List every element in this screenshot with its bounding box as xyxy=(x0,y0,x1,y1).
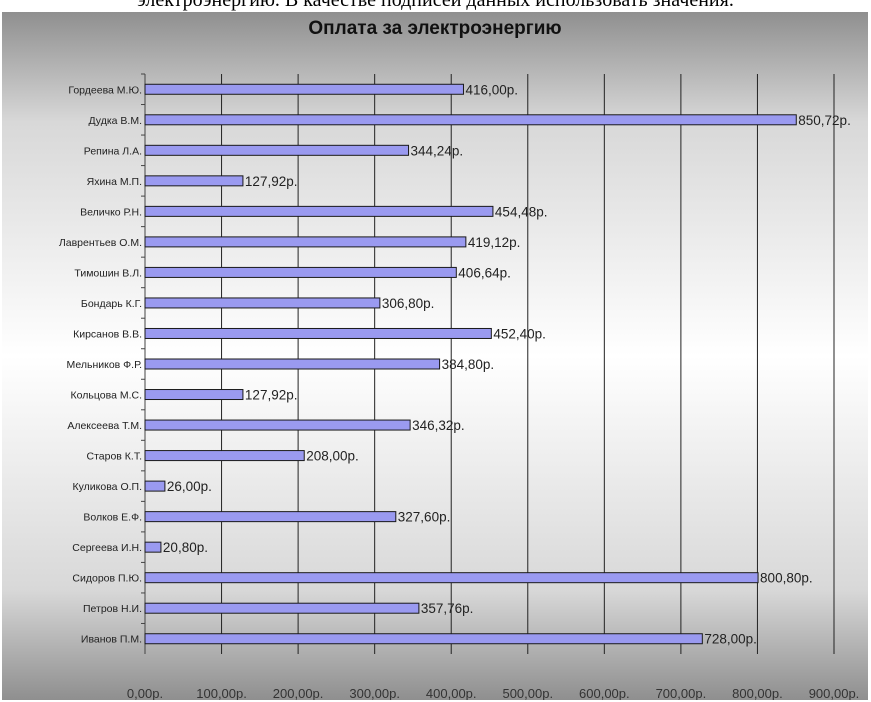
bar xyxy=(144,602,420,614)
data-label: 346,32р. xyxy=(412,418,465,433)
category-label: Сергеева И.Н. xyxy=(72,542,142,554)
x-tick-label: 900,00р. xyxy=(809,686,860,700)
data-label: 454,48р. xyxy=(495,204,548,219)
chart-title: Оплата за электроэнергию xyxy=(308,18,562,39)
category-label: Лаврентьев О.М. xyxy=(59,237,142,249)
bar xyxy=(144,541,162,553)
category-label: Куликова О.П. xyxy=(73,481,142,493)
category-label: Кольцова М.С. xyxy=(71,390,142,402)
category-label: Дудка В.М. xyxy=(88,115,142,127)
data-label: 344,24р. xyxy=(411,143,464,158)
x-tick-label: 400,00р. xyxy=(426,686,477,700)
data-label: 26,00р. xyxy=(167,479,212,494)
category-label: Сидоров П.Ю. xyxy=(72,573,142,585)
category-label: Алексеева Т.М. xyxy=(67,420,142,432)
data-label: 20,80р. xyxy=(163,540,208,555)
x-tick-label: 300,00р. xyxy=(349,686,400,700)
x-tick-label: 800,00р. xyxy=(732,686,783,700)
bar xyxy=(144,450,305,462)
bar-chart: 0,00р. 100,00р. 200,00р. 300,00р. 400,00р. 50… xyxy=(59,73,860,700)
x-tick-label: 100,00р. xyxy=(196,686,247,700)
data-label: 384,80р. xyxy=(442,357,495,372)
category-label: Тимошин В.Л. xyxy=(74,267,142,279)
bar xyxy=(144,511,397,523)
data-label: 416,00р. xyxy=(465,82,518,97)
x-tick-label: 0,00р. xyxy=(127,686,163,700)
data-label: 419,12р. xyxy=(468,235,521,250)
category-label: Репина Л.А. xyxy=(84,145,142,157)
category-label: Петров Н.И. xyxy=(83,603,142,615)
bar xyxy=(144,633,703,645)
category-label: Величко Р.Н. xyxy=(80,206,142,218)
category-label: Яхина М.П. xyxy=(87,176,142,188)
x-tick-label: 500,00р. xyxy=(502,686,553,700)
data-label: 306,80р. xyxy=(382,296,435,311)
bar xyxy=(144,83,464,95)
bar xyxy=(144,266,457,278)
category-label: Мельников Ф.Р. xyxy=(67,359,143,371)
category-label: Бондарь К.Г. xyxy=(81,298,142,310)
data-label: 208,00р. xyxy=(306,449,359,464)
data-label: 357,76р. xyxy=(421,601,474,616)
bar xyxy=(144,419,411,431)
bar xyxy=(144,144,410,156)
category-label: Старов К.Т. xyxy=(87,451,143,463)
bar xyxy=(144,572,759,584)
x-tick-label: 200,00р. xyxy=(273,686,324,700)
bar xyxy=(144,114,797,126)
bar xyxy=(144,327,492,339)
category-label: Иванов П.М. xyxy=(81,634,142,646)
bar xyxy=(144,389,244,401)
data-label: 327,60р. xyxy=(398,510,451,525)
page-caption: электроэнергию. В качестве подписей данн… xyxy=(137,0,734,11)
data-label: 127,92р. xyxy=(245,174,298,189)
category-label: Гордеева М.Ю. xyxy=(68,84,142,96)
data-label: 406,64р. xyxy=(458,265,511,280)
x-tick-label: 600,00р. xyxy=(579,686,630,700)
data-label: 800,80р. xyxy=(760,571,813,586)
chart-area: Оплата за электроэнергию 0,00р. 100,00р. 2… xyxy=(2,12,868,700)
category-label: Волков Е.Ф. xyxy=(83,512,142,524)
data-label: 452,40р. xyxy=(493,326,546,341)
bar xyxy=(144,175,244,187)
data-label: 127,92р. xyxy=(245,388,298,403)
x-tick-label: 700,00р. xyxy=(656,686,707,700)
category-label: Кирсанов В.В. xyxy=(73,328,142,340)
bar xyxy=(144,236,467,248)
data-label: 728,00р. xyxy=(704,632,757,647)
bar xyxy=(144,205,494,217)
data-label: 850,72р. xyxy=(798,113,851,128)
bar xyxy=(144,358,441,370)
bar xyxy=(144,480,166,492)
bar xyxy=(144,297,381,309)
